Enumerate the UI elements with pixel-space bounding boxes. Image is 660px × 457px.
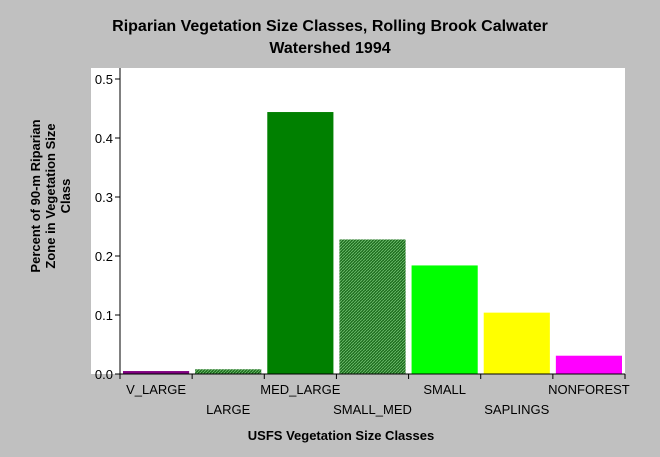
x-tick-label: SAPLINGS (484, 402, 549, 417)
y-tick-label: 0.2 (95, 249, 113, 264)
y-tick-label: 0.1 (95, 308, 113, 323)
bar-v-large (123, 371, 190, 374)
bar-small-med (339, 239, 406, 374)
y-tick-label: 0.5 (95, 72, 113, 87)
x-axis-title: USFS Vegetation Size Classes (248, 428, 434, 443)
y-axis-title-line-3: Class (58, 179, 73, 214)
bar-small (411, 265, 478, 374)
y-tick-label: 0.4 (95, 131, 113, 146)
x-tick-label: MED_LARGE (260, 382, 341, 397)
y-axis-title: Percent of 90-m Riparian Zone in Vegetat… (28, 119, 73, 272)
y-axis-ticks: 0.0 0.1 0.2 0.3 0.4 0.5 (95, 72, 120, 382)
bar-med-large (267, 112, 334, 374)
x-tick-label: SMALL (423, 382, 466, 397)
bar-large (195, 369, 262, 374)
chart-title-line-2: Watershed 1994 (269, 40, 390, 57)
bar-nonforest (555, 355, 622, 374)
y-axis-title-line-2: Zone in Vegetation Size (43, 123, 58, 268)
y-axis-title-line-1: Percent of 90-m Riparian (28, 119, 43, 272)
bars-group (123, 112, 622, 374)
x-tick-label: LARGE (206, 402, 250, 417)
chart-title-line-1: Riparian Vegetation Size Classes, Rollin… (112, 18, 548, 35)
y-tick-label: 0.3 (95, 190, 113, 205)
bar-saplings (483, 312, 550, 374)
x-tick-label: SMALL_MED (333, 402, 412, 417)
x-tick-label: NONFOREST (548, 382, 630, 397)
x-tick-label: V_LARGE (126, 382, 186, 397)
y-tick-label: 0.0 (95, 367, 113, 382)
x-axis-ticks: V_LARGE LARGE MED_LARGE SMALL_MED SMALL SAPLI… (119, 374, 630, 417)
